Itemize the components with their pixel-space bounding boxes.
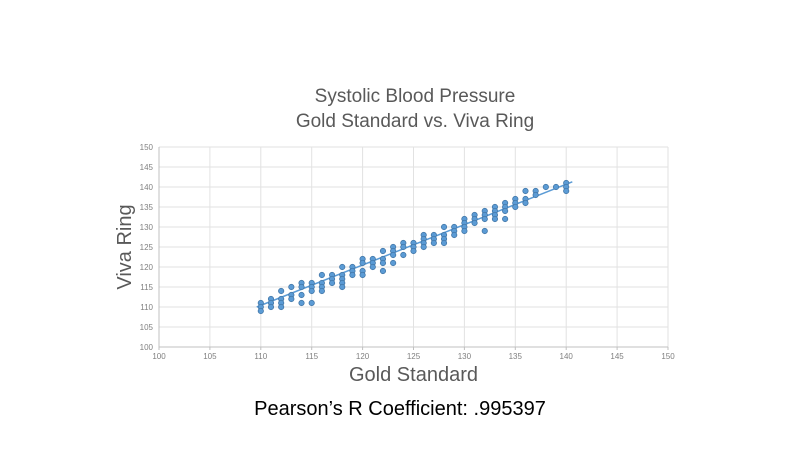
- y-tick-label: 135: [140, 203, 154, 212]
- data-point: [542, 183, 549, 191]
- y-tick-label: 110: [140, 303, 153, 312]
- data-point: [522, 199, 529, 207]
- data-point: [390, 251, 397, 259]
- data-point: [278, 303, 285, 311]
- data-point: [257, 307, 264, 315]
- data-point: [420, 243, 427, 251]
- data-point: [440, 223, 448, 231]
- x-tick-label: 125: [407, 352, 421, 361]
- data-point: [563, 187, 570, 195]
- data-point: [298, 299, 305, 307]
- data-point: [502, 215, 509, 223]
- x-axis-title: Gold Standard: [349, 364, 478, 386]
- data-point: [298, 291, 305, 299]
- data-point: [379, 259, 387, 267]
- data-point: [461, 227, 468, 235]
- data-point: [400, 243, 407, 251]
- x-tick-label: 130: [458, 352, 472, 361]
- y-tick-label: 105: [140, 323, 154, 332]
- x-tick-label: 100: [152, 352, 166, 361]
- data-point: [318, 287, 325, 295]
- data-point: [359, 271, 366, 279]
- x-tick-label: 115: [305, 352, 318, 361]
- data-point: [288, 295, 295, 303]
- data-point: [267, 303, 275, 311]
- data-point: [328, 279, 336, 287]
- x-tick-label: 110: [254, 352, 267, 361]
- y-tick-label: 120: [140, 263, 154, 272]
- data-point: [339, 283, 346, 291]
- data-point: [379, 267, 387, 275]
- x-tick-label: 120: [356, 352, 370, 361]
- x-tick-label: 150: [661, 352, 675, 361]
- data-point: [552, 183, 560, 191]
- y-tick-label: 150: [140, 143, 154, 152]
- data-point: [400, 251, 407, 259]
- data-point: [298, 283, 305, 291]
- data-point: [359, 259, 366, 267]
- data-point: [522, 187, 529, 195]
- data-point: [410, 247, 417, 255]
- x-tick-label: 145: [610, 352, 624, 361]
- y-tick-label: 140: [140, 183, 154, 192]
- y-tick-label: 130: [140, 223, 154, 232]
- data-point: [278, 287, 285, 295]
- data-point: [502, 207, 509, 215]
- data-point: [390, 259, 397, 267]
- y-tick-label: 100: [140, 343, 154, 352]
- data-point: [481, 227, 488, 235]
- data-point: [349, 271, 356, 279]
- x-tick-label: 105: [203, 352, 217, 361]
- chart-title-line1: Systolic Blood Pressure: [314, 86, 516, 107]
- pearson-caption: Pearson’s R Coefficient: .995397: [254, 398, 546, 420]
- chart-title-line2: Gold Standard vs. Viva Ring: [295, 111, 535, 132]
- data-point: [318, 271, 325, 279]
- y-tick-label: 145: [140, 163, 154, 172]
- x-tick-label: 135: [509, 352, 523, 361]
- data-point: [308, 287, 315, 295]
- y-tick-label: 125: [140, 243, 154, 252]
- data-point: [369, 263, 376, 271]
- data-point: [512, 203, 519, 211]
- data-point: [471, 219, 478, 227]
- data-point: [532, 191, 539, 199]
- data-point: [379, 247, 387, 255]
- data-point: [288, 283, 295, 291]
- data-point: [339, 263, 346, 271]
- y-tick-label: 115: [140, 283, 153, 292]
- data-point: [451, 231, 458, 239]
- data-point: [481, 215, 488, 223]
- chart-title: Systolic Blood Pressure Gold Standard vs…: [160, 84, 670, 134]
- data-point: [430, 239, 437, 247]
- x-tick-label: 140: [560, 352, 574, 361]
- data-point: [491, 215, 499, 223]
- data-point: [440, 239, 448, 247]
- data-point: [308, 299, 315, 307]
